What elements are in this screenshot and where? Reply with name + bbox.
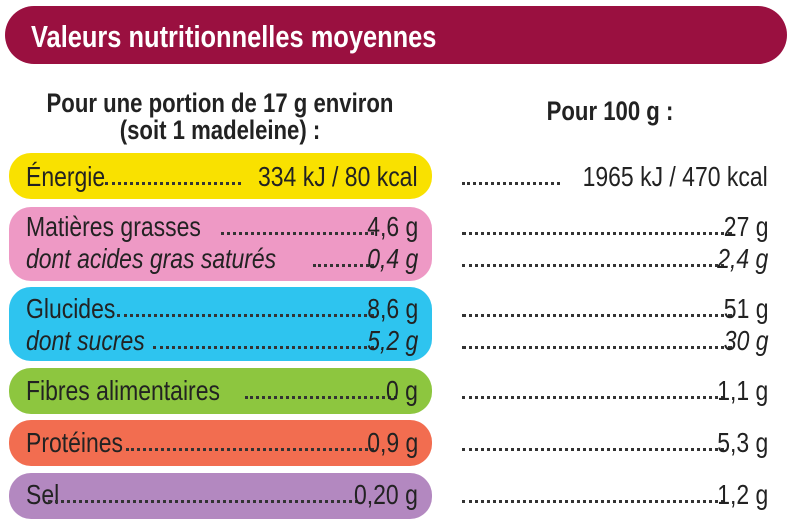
matieres-per100-value: 27 g [723,211,768,242]
proteines-label: Protéines [26,427,124,458]
fibres-label: Fibres alimentaires [26,375,220,406]
matieres-portion-value: 4,6 g [366,211,418,242]
leader-dots [462,313,732,317]
sucres-portion-value: 5,2 g [366,325,418,356]
satures-label: dont acides gras saturés [26,243,277,274]
leader-dots [462,447,724,451]
glucides-portion-value: 8,6 g [366,293,418,324]
glucides-portion-row: Glucides 8,6 g [26,295,418,323]
glucides-per100-value: 51 g [723,293,768,324]
leader-dots [313,263,374,267]
proteines-per100-row: 5,3 g [462,429,768,457]
sel-pill [9,473,432,519]
portion-column-header: Pour une portion de 17 g environ (soit 1… [40,90,401,144]
sel-per100-row: 1,2 g [462,481,768,509]
matieres-per100-row: 27 g [462,213,768,241]
satures-per100-row: 2,4 g [462,245,768,273]
proteines-per100-value: 5,3 g [716,427,768,458]
leader-dots [244,395,398,399]
proteines-portion-value: 0,9 g [366,427,418,458]
leader-dots [462,181,561,185]
sel-label: Sel [26,479,60,510]
sucres-per100-row: 30 g [462,327,768,355]
portion-header-line1: Pour une portion de 17 g environ [46,88,394,118]
sel-portion-row: Sel 0,20 g [26,481,418,509]
sucres-portion-row: dont sucres 5,2 g [26,327,418,355]
energie-portion-value: 334 kJ / 80 kcal [258,161,418,192]
sucres-label: dont sucres [26,325,145,356]
matieres-portion-row: Matières grasses 4,6 g [26,213,418,241]
fibres-portion-value: 0 g [386,375,418,406]
leader-dots [104,181,242,185]
leader-dots [126,447,374,451]
leader-dots [462,345,732,349]
leader-dots [116,313,374,317]
proteines-portion-row: Protéines 0,9 g [26,429,418,457]
proteines-pill [9,420,432,466]
sel-per100-value: 1,2 g [716,479,768,510]
fibres-pill [9,368,432,414]
leader-dots [462,263,724,267]
leader-dots [221,231,374,235]
leader-dots [462,499,724,503]
fibres-per100-value: 1,1 g [716,375,768,406]
matieres-label: Matières grasses [26,211,201,242]
glucides-per100-row: 51 g [462,295,768,323]
matieres-grasses-pill [9,207,432,281]
energie-portion-row: Énergie 334 kJ / 80 kcal [26,163,418,191]
leader-dots [462,395,724,399]
table-title: Valeurs nutritionnelles moyennes [31,19,437,54]
energie-pill [9,153,432,199]
satures-per100-value: 2,4 g [716,243,768,274]
per100-column-header: Pour 100 g : [546,96,674,126]
leader-dots [48,499,359,503]
portion-header-line2: (soit 1 madeleine) : [119,115,321,145]
fibres-per100-row: 1,1 g [462,377,768,405]
fibres-portion-row: Fibres alimentaires 0 g [26,377,418,405]
sucres-per100-value: 30 g [723,325,768,356]
energie-per100-row: 1965 kJ / 470 kcal [462,163,768,191]
leader-dots [152,345,374,349]
satures-portion-row: dont acides gras saturés 0,4 g [26,245,418,273]
leader-dots [462,231,732,235]
glucides-label: Glucides [26,293,116,324]
title-banner: Valeurs nutritionnelles moyennes [5,6,787,64]
energie-label: Énergie [26,161,106,192]
sel-portion-value: 0,20 g [354,479,418,510]
satures-portion-value: 0,4 g [366,243,418,274]
energie-per100-value: 1965 kJ / 470 kcal [582,161,768,192]
